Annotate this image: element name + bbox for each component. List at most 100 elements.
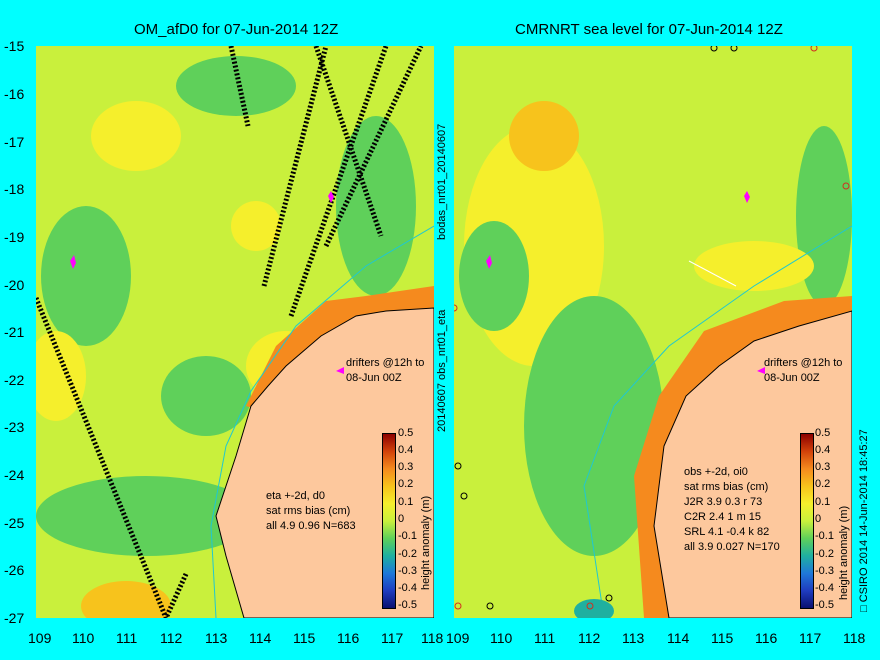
drifter-track: [744, 191, 750, 203]
colorbar-tick: -0.2: [815, 548, 834, 560]
stats-line: sat rms bias (cm): [266, 505, 351, 517]
x-tick: 115: [711, 630, 734, 646]
obs-marker: [460, 492, 468, 500]
drifters-note-line2: 08-Jun 00Z: [346, 372, 402, 384]
colorbar-tick: 0: [815, 513, 822, 525]
obs-marker: [605, 594, 613, 602]
anomaly-high-region: [91, 101, 181, 171]
stats-line: sat rms bias (cm): [684, 481, 769, 493]
y-tick: -27: [4, 610, 25, 626]
x-tick: 111: [116, 630, 138, 646]
y-tick: -26: [4, 562, 25, 578]
obs-marker: [486, 602, 494, 610]
satellite-track: [163, 572, 189, 618]
x-tick: 116: [337, 630, 360, 646]
anomaly-low-region: [36, 476, 256, 556]
x-tick: 110: [72, 630, 95, 646]
y-tick: -19: [4, 229, 25, 245]
anomaly-high-region: [36, 331, 86, 421]
obs-marker: [842, 182, 850, 190]
y-tick: -18: [4, 181, 25, 197]
x-tick: 117: [381, 630, 404, 646]
x-tick: 111: [534, 630, 556, 646]
anomaly-high-region: [694, 241, 814, 291]
anomaly-low-region: [574, 599, 614, 618]
drifters-note-line1: drifters @12h to: [346, 357, 425, 369]
anomaly-low-region: [336, 116, 416, 296]
y-tick: -24: [4, 467, 25, 483]
y-tick: -22: [4, 372, 25, 388]
satellite-track: [323, 46, 424, 248]
satellite-track: [261, 46, 329, 287]
x-tick: 118: [421, 630, 444, 646]
shelf-contour: [583, 225, 852, 618]
y-tick: -20: [4, 277, 25, 293]
colorbar-tick: -0.2: [398, 548, 417, 560]
colorbar-gradient: [382, 433, 396, 609]
x-tick: 117: [799, 630, 822, 646]
colorbar-tick: -0.1: [815, 530, 834, 542]
drifters-note-line2: 08-Jun 00Z: [764, 372, 820, 384]
x-tick: 112: [160, 630, 183, 646]
stats-line: SRL 4.1 -0.4 k 82: [684, 526, 770, 538]
colorbar-tick: -0.4: [815, 582, 834, 594]
satellite-track: [313, 46, 384, 237]
stats-line: obs +-2d, oi0: [684, 466, 748, 478]
colorbar-tick: 0.4: [398, 444, 414, 456]
obs-marker: [710, 46, 718, 52]
drifter-legend-marker: [336, 367, 344, 374]
x-tick: 115: [293, 630, 316, 646]
colorbar-gradient: [800, 433, 814, 609]
drifter-legend-marker: [757, 367, 765, 374]
y-tick: -15: [4, 38, 25, 54]
x-tick: 114: [249, 630, 272, 646]
colorbar-tick: 0: [398, 513, 405, 525]
y-tick: -21: [4, 324, 25, 340]
x-tick: 116: [755, 630, 778, 646]
anomaly-high-region: [231, 201, 281, 251]
colorbar-tick: 0.3: [398, 461, 414, 473]
anomaly-low-region: [41, 206, 131, 346]
obs-marker: [730, 46, 738, 52]
drifter-track: [328, 191, 334, 203]
obs-marker: [810, 46, 818, 52]
y-tick: -16: [4, 86, 25, 102]
drifter-track: [486, 255, 492, 269]
obs-marker: [454, 304, 458, 312]
anomaly-high-region: [509, 101, 579, 171]
x-tick: 114: [667, 630, 690, 646]
anomaly-low-region: [459, 221, 529, 331]
obs-marker: [586, 602, 594, 610]
side-label-bottom: 20140607 obs_nrt01_eta: [436, 309, 448, 432]
right-panel-title: CMRNRT sea level for 07-Jun-2014 12Z: [515, 21, 783, 38]
side-label-top: bodas_nrt01_20140607: [436, 123, 448, 240]
right-map: [454, 46, 852, 618]
coastal-anomaly: [634, 296, 852, 618]
stats-line: J2R 3.9 0.3 r 73: [684, 496, 763, 508]
satellite-track: [228, 46, 251, 127]
colorbar-tick: -0.4: [398, 582, 417, 594]
stats-line: eta +-2d, d0: [266, 490, 326, 502]
colorbar-tick: -0.3: [815, 565, 834, 577]
colorbar-tick: 0.3: [815, 461, 831, 473]
stats-line: all 4.9 0.96 N=683: [266, 520, 356, 532]
obs-marker: [454, 602, 462, 610]
x-tick: 113: [205, 630, 228, 646]
section-line: [688, 260, 737, 287]
x-tick: 113: [622, 630, 645, 646]
anomaly-low-region: [524, 296, 664, 556]
colorbar-tick: -0.1: [398, 530, 417, 542]
colorbar-tick: 0.2: [398, 478, 414, 490]
colorbar-tick: 0.5: [398, 427, 414, 439]
colorbar-tick: 0.5: [815, 427, 831, 439]
colorbar-tick: 0.4: [815, 444, 831, 456]
y-tick: -25: [4, 515, 25, 531]
colorbar-tick: 0.1: [398, 496, 414, 508]
x-tick: 109: [28, 630, 52, 646]
stats-line: C2R 2.4 1 m 15: [684, 511, 762, 523]
satellite-track: [36, 297, 169, 618]
left-panel-title: OM_afD0 for 07-Jun-2014 12Z: [134, 21, 339, 38]
colorbar-tick: -0.3: [398, 565, 417, 577]
stats-line: all 3.9 0.027 N=170: [684, 541, 780, 553]
x-tick: 118: [843, 630, 866, 646]
